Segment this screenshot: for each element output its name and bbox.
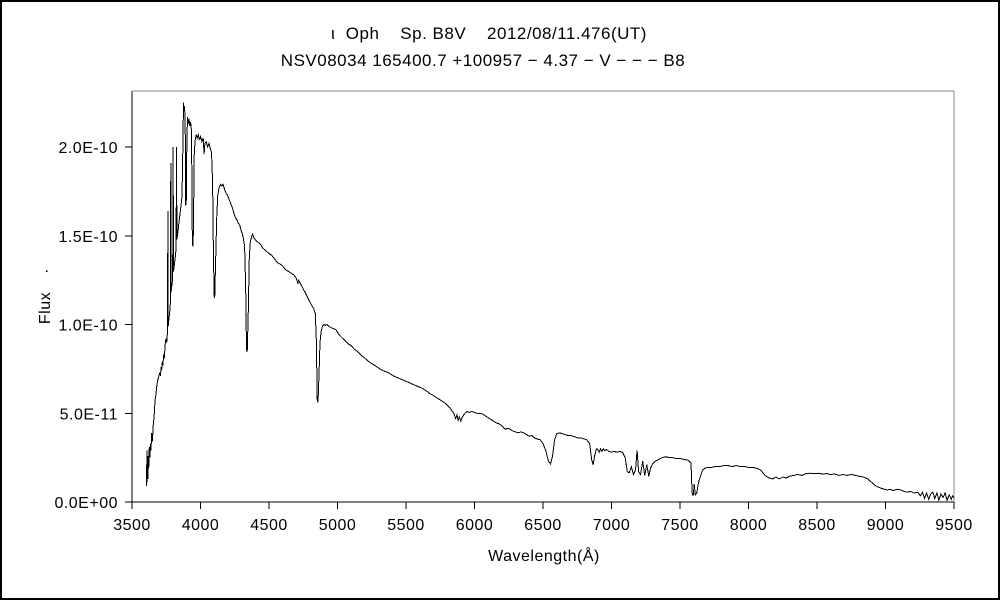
y-tick-label: 1.0E-10 xyxy=(58,318,118,335)
x-tick-label: 4000 xyxy=(182,517,220,534)
x-tick-label: 6500 xyxy=(524,517,562,534)
x-tick-label: 6000 xyxy=(456,517,494,534)
y-tick-label: 0.0E+00 xyxy=(54,495,118,512)
x-tick-label: 8500 xyxy=(798,517,836,534)
x-axis-ticks: 3500 4000 4500 5000 5500 6000 6500 7000 7500 8000… xyxy=(113,502,973,534)
y-axis-ticks: 0.0E+00 5.0E-11 1.0E-10 1.5E-10 2.0E-10 xyxy=(54,140,132,512)
x-tick-label: 7000 xyxy=(593,517,631,534)
y-tick-label: 2.0E-10 xyxy=(58,140,118,157)
x-tick-label: 3500 xyxy=(113,517,151,534)
y-axis-label-dot: . xyxy=(45,259,50,276)
x-tick-label: 5500 xyxy=(387,517,425,534)
y-tick-label: 1.5E-10 xyxy=(58,229,118,246)
y-tick-label: 5.0E-11 xyxy=(60,406,118,423)
x-tick-label: 9500 xyxy=(935,517,973,534)
x-axis-label: Wavelength(Å) xyxy=(488,546,600,565)
x-tick-label: 4500 xyxy=(250,517,288,534)
plot-frame xyxy=(131,90,955,503)
spectrum-line xyxy=(146,102,955,502)
y-axis-label: Flux xyxy=(37,292,54,324)
chart-title: ι Oph Sp. B8V 2012/08/11.476(UT) xyxy=(331,24,647,43)
x-tick-label: 5000 xyxy=(319,517,357,534)
x-tick-label: 8000 xyxy=(730,517,768,534)
x-tick-label: 9000 xyxy=(867,517,905,534)
x-tick-label: 7500 xyxy=(661,517,699,534)
chart-subtitle: NSV08034 165400.7 +100957 − 4.37 − V − −… xyxy=(281,51,685,70)
